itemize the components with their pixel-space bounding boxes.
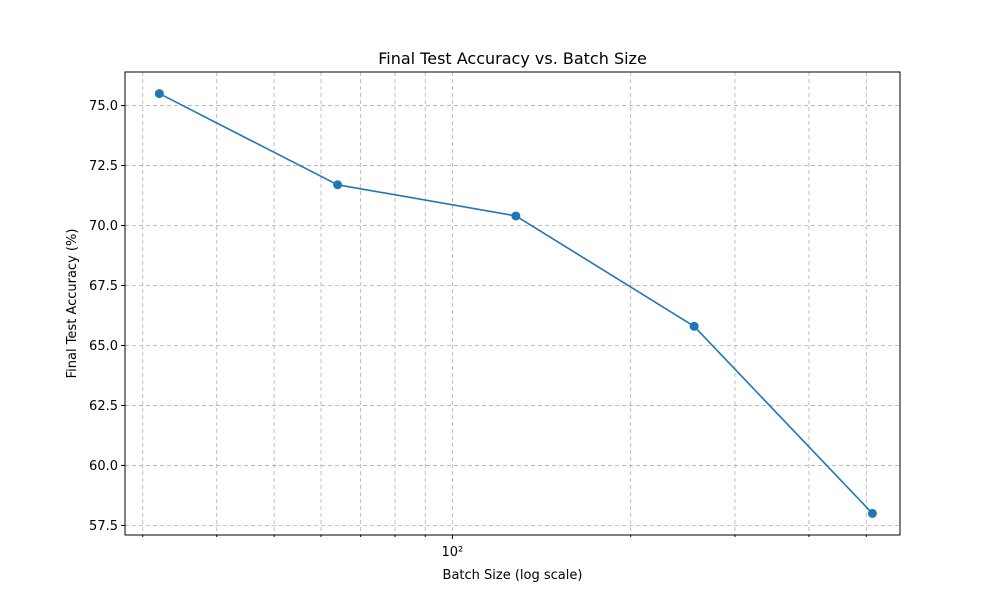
data-point [689,321,699,331]
data-point [511,211,521,221]
y-tick-label: 65.0 [89,339,118,354]
series-layer [154,89,877,518]
plot-area-frame [124,71,901,536]
data-point [333,180,343,190]
y-tick-label: 67.5 [89,279,118,294]
x-axis-label: Batch Size (log scale) [443,568,583,583]
y-tick-label: 70.0 [89,219,118,234]
y-tick-label: 57.5 [89,519,118,534]
y-tick-label: 72.5 [89,159,118,174]
x-tick-label: 10² [442,545,464,560]
data-point [154,89,164,99]
grid-lines [125,72,900,535]
y-tick-label: 62.5 [89,399,118,414]
y-tick-label: 75.0 [89,99,118,114]
axis-ticks: 57.5 60.0 62.5 65.0 67.5 70.0 72.5 75.0 10² [89,99,867,560]
chart-title: Final Test Accuracy vs. Batch Size [378,49,647,68]
data-point [867,508,877,518]
y-tick-label: 60.0 [89,459,118,474]
y-axis-label: Final Test Accuracy (%) [65,229,80,379]
